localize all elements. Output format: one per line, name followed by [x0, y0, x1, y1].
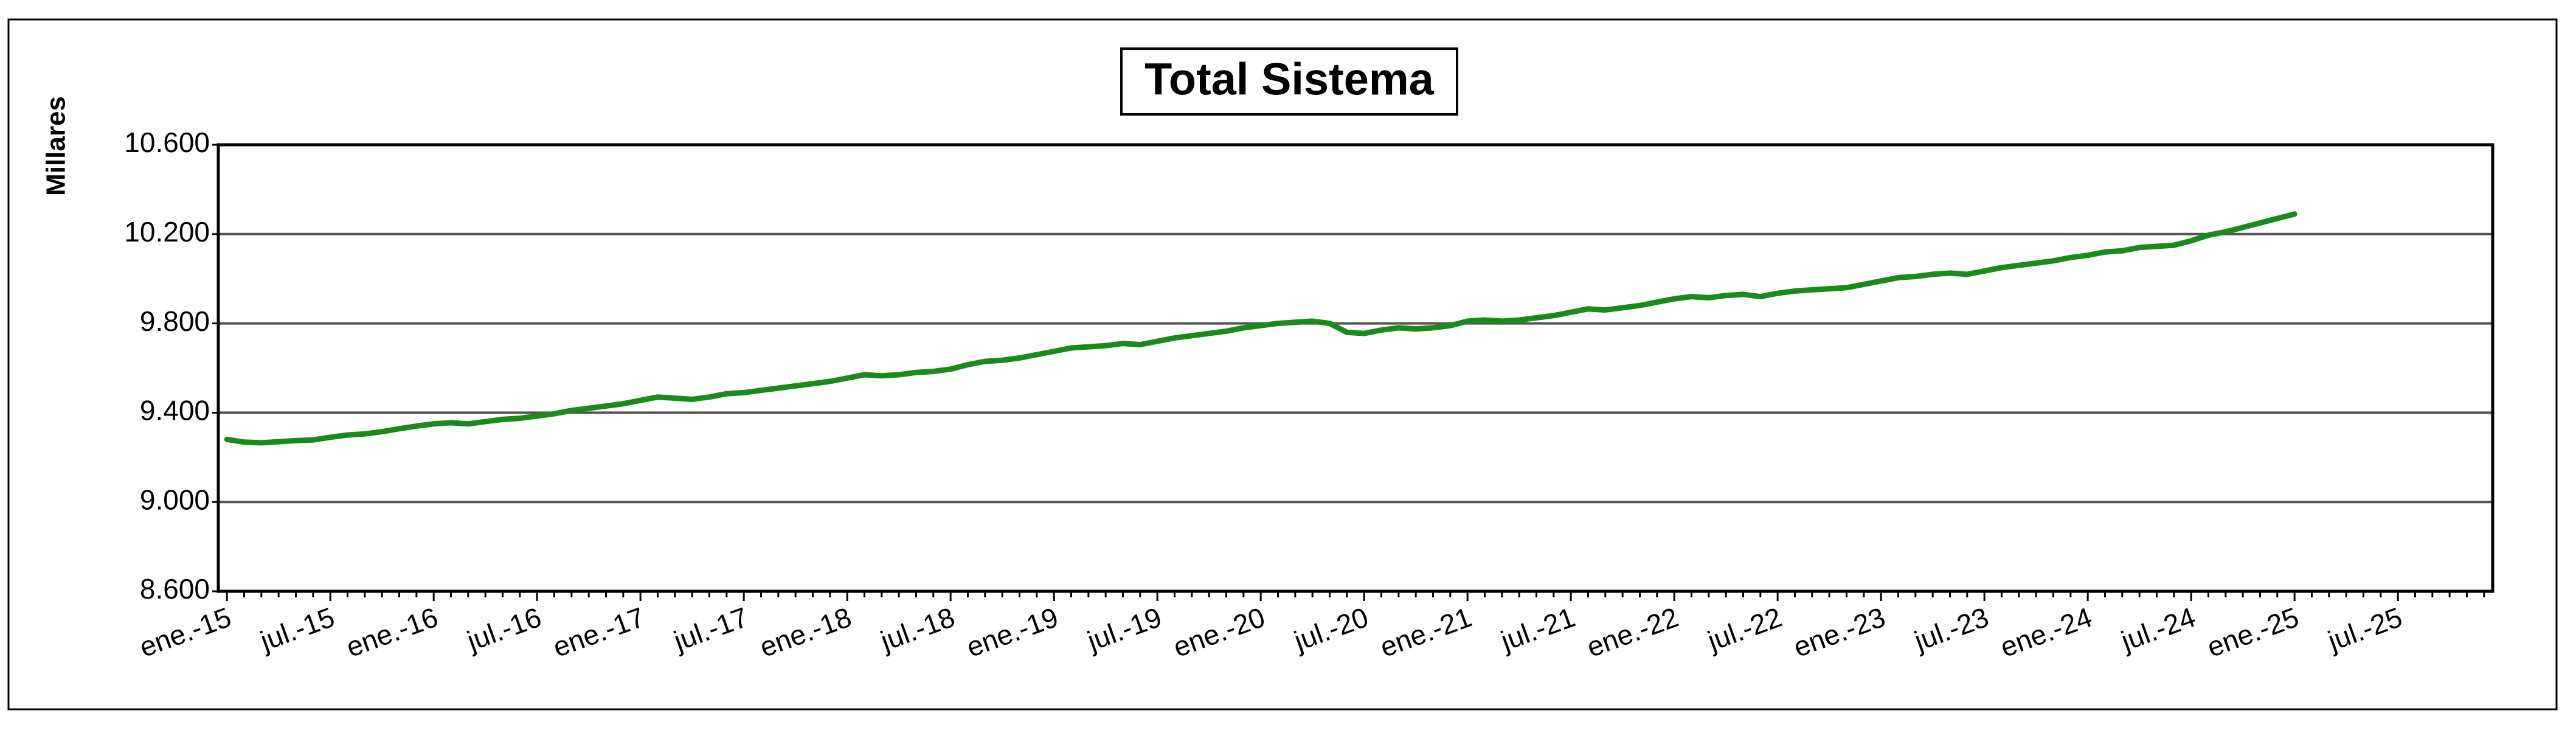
y-tick-label: 10.600: [124, 127, 210, 158]
chart-title: Total Sistema: [1144, 54, 1434, 105]
y-tick-label: 9.800: [140, 305, 210, 337]
y-tick-label: 10.200: [124, 216, 210, 248]
y-axis-label: Millares: [41, 96, 71, 196]
title-box: [1120, 47, 1458, 116]
series-line: [224, 211, 2297, 446]
y-tick-label: 9.400: [140, 395, 210, 426]
y-tick-label: 9.000: [140, 484, 210, 515]
plot-frame: [216, 143, 2495, 593]
y-tick-label: 8.600: [140, 573, 210, 605]
